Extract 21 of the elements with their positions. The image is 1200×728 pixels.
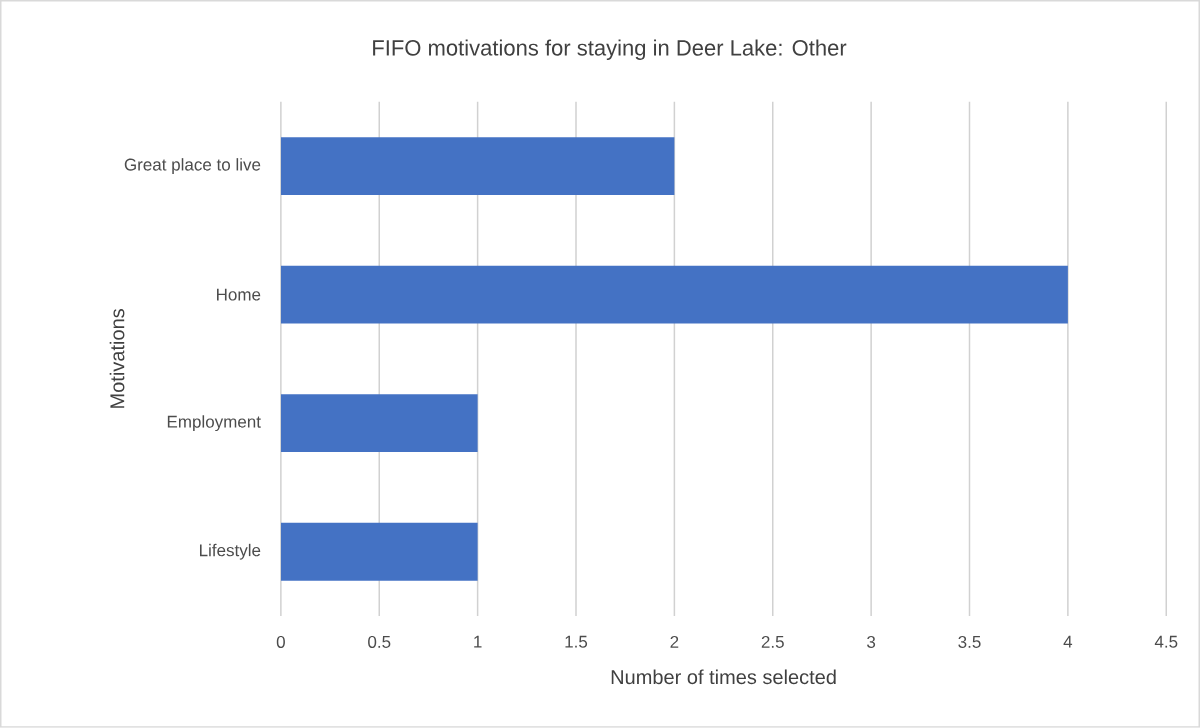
y-axis-title: Motivations <box>109 309 125 408</box>
x-tick-label: 2.5 <box>761 635 784 649</box>
x-tick-label: 3.5 <box>958 635 981 649</box>
x-tick-label: 3 <box>867 635 876 649</box>
y-tick-label: Lifestyle <box>200 543 261 560</box>
y-tick-label: Home <box>217 288 261 301</box>
y-tick-label: Employment <box>167 415 261 432</box>
x-tick-label: 0.5 <box>368 635 391 649</box>
x-tick-label: 1.5 <box>565 635 588 648</box>
bar <box>280 522 478 581</box>
y-tick-label: Great place to live <box>124 158 261 175</box>
x-tick-label: 2 <box>670 635 679 648</box>
bar <box>280 265 1068 324</box>
bar <box>280 394 478 453</box>
x-tick-label: 4 <box>1063 635 1073 648</box>
x-tick-label: 0 <box>276 635 285 649</box>
chart-title: FIFO motivations for staying in Deer Lake: Other <box>373 39 847 61</box>
x-axis-title: Number of times selected <box>611 669 836 685</box>
x-tick-label: 1 <box>474 635 482 648</box>
bar <box>280 137 675 196</box>
x-tick-label: 4.5 <box>1154 635 1178 648</box>
